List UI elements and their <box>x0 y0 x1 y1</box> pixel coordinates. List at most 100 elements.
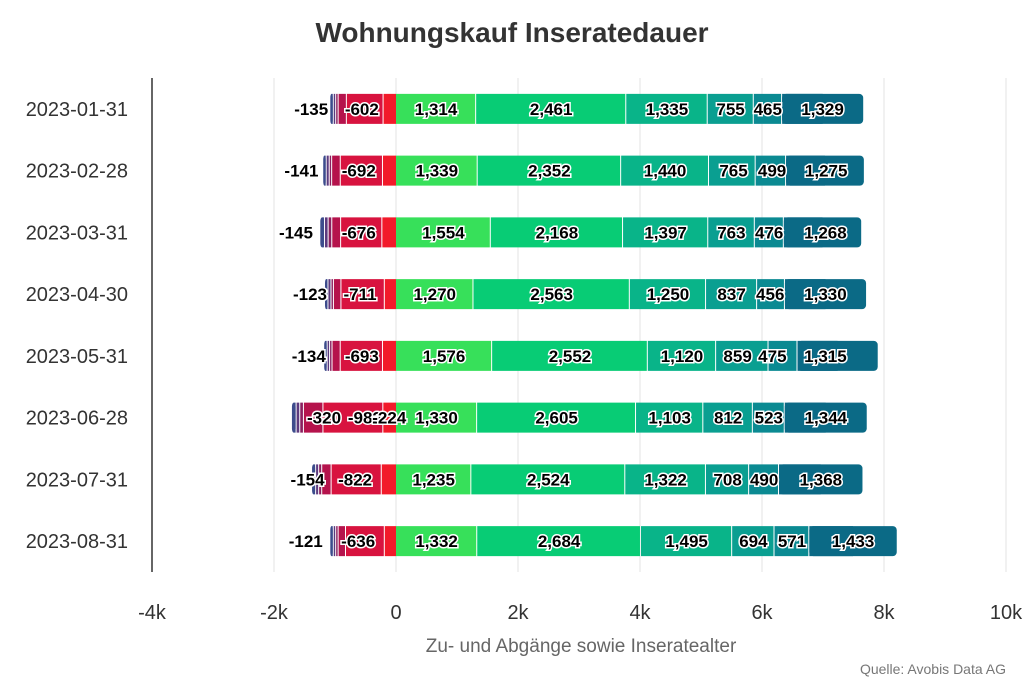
data-label: 694 <box>739 532 768 551</box>
category-label: 2023-01-31 <box>26 99 128 121</box>
category-labels: 2023-01-31 2023-02-28 2023-03-31 2023-04-30… <box>26 99 128 553</box>
data-label: 1,554 <box>422 223 465 242</box>
data-label: 1,495 <box>665 532 708 551</box>
bar-segment <box>382 217 396 248</box>
bar-segment <box>396 279 473 310</box>
bar-segment <box>322 464 331 495</box>
data-labels: -135 -602 1,314 2,461 1,335 755 465 1,329 -141 -6… <box>277 98 875 552</box>
data-label: 571 <box>778 532 806 551</box>
chart-title: Wohnungskauf Inseratedauer <box>315 17 708 48</box>
bar-segment <box>749 464 779 495</box>
category-label: 2023-02-28 <box>26 161 128 183</box>
bar-segment-cap <box>783 217 823 248</box>
category-label: 2023-07-31 <box>26 469 128 491</box>
bar-segment <box>323 402 383 433</box>
bar-segment <box>471 464 625 495</box>
data-label: 476 <box>755 223 783 242</box>
bar-segment <box>706 279 757 310</box>
bar-segment <box>303 402 323 433</box>
bar-segment <box>381 464 396 495</box>
x-tick-label: 0 <box>390 602 401 624</box>
bar-segment <box>708 155 755 186</box>
bar-segment <box>629 279 706 310</box>
data-label: -154 <box>291 470 326 489</box>
data-label: 1,314 <box>415 100 458 119</box>
bar-segment <box>396 402 477 433</box>
bar-segment <box>396 464 471 495</box>
bar-segment <box>647 340 716 371</box>
data-label: -145 <box>279 223 313 242</box>
bar-segment <box>333 279 341 310</box>
bar-segment <box>382 155 396 186</box>
bar-segment <box>332 340 340 371</box>
bar-segment <box>327 340 330 371</box>
bar-segment <box>477 526 640 557</box>
bar-segment-cap <box>324 155 326 186</box>
data-label: 765 <box>719 162 747 181</box>
bar-segment <box>336 526 338 557</box>
bar-segment <box>300 402 303 433</box>
data-label: 1,433 <box>832 532 875 551</box>
bar-segment <box>396 526 477 557</box>
bar-segment-cap <box>782 93 823 124</box>
bar-segment <box>333 526 336 557</box>
data-label: 837 <box>717 285 745 304</box>
bar-segment <box>296 402 300 433</box>
bar-segment <box>492 340 647 371</box>
data-label: 1,339 <box>416 162 459 181</box>
category-label: 2023-03-31 <box>26 222 128 244</box>
bar-segment <box>716 340 768 371</box>
bar-segment <box>346 93 383 124</box>
bar-segment <box>396 340 492 371</box>
data-label: 2,552 <box>549 347 592 366</box>
bar-segment <box>626 93 707 124</box>
data-label: -121 <box>289 532 323 551</box>
bar-segment <box>333 93 336 124</box>
x-tick-label: 6k <box>751 602 773 624</box>
bar-segment-cap <box>786 155 825 186</box>
data-label: -134 <box>292 347 327 366</box>
bar-segment-cap <box>331 93 333 124</box>
bar-segment <box>477 155 621 186</box>
bars <box>291 93 897 557</box>
x-tick-label: 10k <box>990 602 1023 624</box>
bar-segment <box>341 217 382 248</box>
data-label: -982 <box>348 409 382 428</box>
bar-segment <box>757 279 784 310</box>
data-label: 2,168 <box>536 223 579 242</box>
data-label: 1,330 <box>804 285 847 304</box>
bar-segment <box>340 155 382 186</box>
category-label: 2023-06-28 <box>26 408 128 430</box>
data-label: 1,275 <box>805 162 848 181</box>
bar-segment-cap <box>326 279 328 310</box>
data-label: 465 <box>754 100 782 119</box>
bar-segment <box>384 279 396 310</box>
bar-segment <box>328 279 331 310</box>
data-label: 475 <box>758 347 786 366</box>
data-label: 1,332 <box>415 532 458 551</box>
data-label: 1,235 <box>412 470 455 489</box>
bar-segment <box>732 526 774 557</box>
bar-segment <box>477 402 636 433</box>
data-label: 1,315 <box>804 347 847 366</box>
x-axis-title: Zu- und Abgänge sowie Inseratealter <box>426 636 737 657</box>
bar-segment <box>754 217 783 248</box>
data-label: 490 <box>750 470 778 489</box>
data-label: 859 <box>723 347 751 366</box>
data-label: 1,335 <box>646 100 689 119</box>
bar-segment <box>490 217 623 248</box>
data-label: 1,330 <box>415 409 458 428</box>
data-label: -141 <box>284 162 318 181</box>
bar-segment-cap <box>293 402 296 433</box>
data-label: -224 <box>372 409 407 428</box>
bar-segment <box>625 464 705 495</box>
bar-segment <box>636 402 703 433</box>
x-tick-label: -4k <box>138 602 167 624</box>
x-tick-label: 4k <box>629 602 651 624</box>
bar-segment <box>340 340 382 371</box>
data-label: 812 <box>714 409 742 428</box>
bar-segment <box>707 93 753 124</box>
bar-segment <box>319 464 322 495</box>
bar-segment <box>396 93 476 124</box>
data-label: 499 <box>758 162 786 181</box>
